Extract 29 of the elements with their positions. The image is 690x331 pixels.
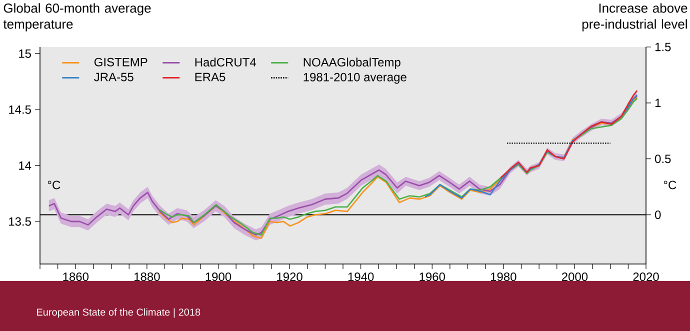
x-tick-label: 2020 xyxy=(633,272,659,282)
y-axis-title: Global 60-month average temperature xyxy=(3,3,151,32)
y-tick-label: 13.5 xyxy=(9,217,31,226)
text: °C xyxy=(664,180,676,190)
legend-label: HadCRUT4 xyxy=(195,58,256,67)
legend-label: NOAAGlobalTemp xyxy=(304,58,400,69)
y-tick-label: 14.5 xyxy=(9,105,31,114)
x-tick-label: 1920 xyxy=(277,272,302,282)
legend-label: GISTEMP xyxy=(94,58,148,66)
text: European State of the Climate | 2018 xyxy=(37,308,200,318)
legend-label: JRA-55 xyxy=(94,72,134,82)
x-tick-label: 1960 xyxy=(420,272,445,282)
y2-tick-label: 0.5 xyxy=(654,154,671,164)
x-tick-label: 2000 xyxy=(562,272,588,282)
y2-tick-label: 1.5 xyxy=(655,42,671,52)
x-tick-label: 1880 xyxy=(134,272,160,282)
legend-label: ERA5 xyxy=(195,72,226,82)
legend-label: 1981-2010 average xyxy=(304,72,406,84)
x-tick-label: 1860 xyxy=(63,272,89,282)
line-series xyxy=(500,90,638,179)
y-tick-label: 15 xyxy=(19,50,31,58)
y2-tick-label: 1 xyxy=(655,98,661,108)
x-tick-label: 1900 xyxy=(206,272,232,282)
x-tick-label: 1980 xyxy=(490,272,516,282)
annotation: °C xyxy=(48,180,60,190)
y2-tick-label: 0 xyxy=(654,210,661,220)
y-tick-label: 14 xyxy=(19,161,32,170)
y2-axis-title: Increase above pre-industrial level xyxy=(582,3,688,32)
x-tick-label: 1940 xyxy=(348,272,374,282)
